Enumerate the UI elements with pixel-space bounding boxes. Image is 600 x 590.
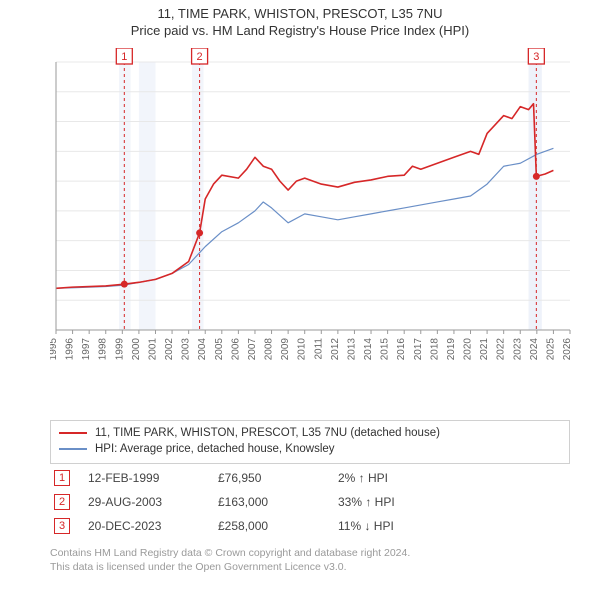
svg-text:2007: 2007 [247,338,258,361]
legend-row: HPI: Average price, detached house, Know… [59,441,561,457]
svg-text:1995: 1995 [50,338,59,361]
sale-date: 20-DEC-2023 [88,519,218,533]
svg-text:1996: 1996 [65,338,76,361]
sale-row: 1 12-FEB-1999£76,9502% ↑ HPI [50,466,570,490]
svg-text:2018: 2018 [429,338,440,361]
svg-text:2001: 2001 [147,338,158,361]
footer-line2: This data is licensed under the Open Gov… [50,560,570,574]
svg-text:2023: 2023 [512,338,523,361]
title-block: 11, TIME PARK, WHISTON, PRESCOT, L35 7NU… [0,0,600,38]
sale-date: 29-AUG-2003 [88,495,218,509]
svg-text:2004: 2004 [197,338,208,361]
legend-box: 11, TIME PARK, WHISTON, PRESCOT, L35 7NU… [50,420,570,464]
legend-swatch [59,448,87,450]
svg-text:1: 1 [121,51,127,63]
svg-text:2002: 2002 [164,338,175,361]
sale-change: 2% ↑ HPI [338,471,448,485]
sale-date: 12-FEB-1999 [88,471,218,485]
svg-text:2: 2 [197,51,203,63]
sale-price: £163,000 [218,495,338,509]
legend-swatch [59,432,87,434]
svg-text:2005: 2005 [214,338,225,361]
legend-label: HPI: Average price, detached house, Know… [95,443,335,455]
sale-price: £258,000 [218,519,338,533]
chart-area: £0£50K£100K£150K£200K£250K£300K£350K£400… [50,48,580,378]
svg-text:1998: 1998 [98,338,109,361]
svg-text:1999: 1999 [114,338,125,361]
sale-row: 2 29-AUG-2003£163,00033% ↑ HPI [50,490,570,514]
footer: Contains HM Land Registry data © Crown c… [50,546,570,574]
legend-label: 11, TIME PARK, WHISTON, PRESCOT, L35 7NU… [95,427,440,439]
sale-marker: 1 [54,470,70,486]
svg-text:2016: 2016 [396,338,407,361]
svg-text:2025: 2025 [545,338,556,361]
chart-container: 11, TIME PARK, WHISTON, PRESCOT, L35 7NU… [0,0,600,590]
sale-change: 33% ↑ HPI [338,495,448,509]
footer-line1: Contains HM Land Registry data © Crown c… [50,546,570,560]
svg-text:2021: 2021 [479,338,490,361]
svg-text:2012: 2012 [330,338,341,361]
sale-marker: 2 [54,494,70,510]
sale-row: 3 20-DEC-2023£258,00011% ↓ HPI [50,514,570,538]
title-address: 11, TIME PARK, WHISTON, PRESCOT, L35 7NU [0,6,600,21]
title-subtitle: Price paid vs. HM Land Registry's House … [0,23,600,38]
chart-svg: £0£50K£100K£150K£200K£250K£300K£350K£400… [50,48,580,378]
svg-text:2015: 2015 [380,338,391,361]
svg-text:2008: 2008 [264,338,275,361]
svg-text:2011: 2011 [313,338,324,360]
legend-row: 11, TIME PARK, WHISTON, PRESCOT, L35 7NU… [59,425,561,441]
svg-text:2022: 2022 [496,338,507,361]
svg-text:2003: 2003 [181,338,192,361]
svg-text:1997: 1997 [81,338,92,361]
svg-text:2006: 2006 [230,338,241,361]
sale-change: 11% ↓ HPI [338,519,448,533]
svg-text:2017: 2017 [413,338,424,361]
svg-text:2026: 2026 [562,338,573,361]
sales-block: 1 12-FEB-1999£76,9502% ↑ HPI 2 29-AUG-2003£… [50,466,570,538]
sale-price: £76,950 [218,471,338,485]
svg-text:2019: 2019 [446,338,457,361]
svg-text:3: 3 [533,51,539,63]
svg-text:2009: 2009 [280,338,291,361]
svg-text:2010: 2010 [297,338,308,361]
svg-text:2014: 2014 [363,338,374,361]
sale-marker: 3 [54,518,70,534]
svg-text:2020: 2020 [463,338,474,361]
svg-text:2000: 2000 [131,338,142,361]
svg-text:2013: 2013 [346,338,357,361]
svg-text:2024: 2024 [529,338,540,361]
